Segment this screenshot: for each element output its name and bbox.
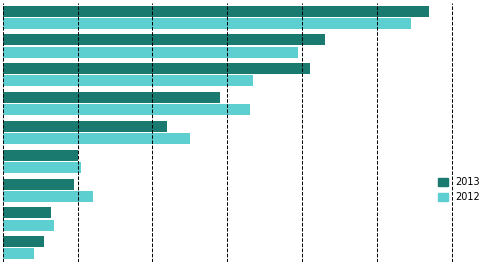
Bar <box>3 150 78 161</box>
Bar <box>3 47 298 58</box>
Bar <box>3 63 309 74</box>
Bar <box>3 18 411 29</box>
Legend: 2013, 2012: 2013, 2012 <box>434 173 484 206</box>
Bar <box>3 133 190 144</box>
Bar <box>3 34 325 45</box>
Bar <box>3 76 253 86</box>
Bar <box>3 220 54 231</box>
Bar <box>3 104 250 115</box>
Bar <box>3 248 34 259</box>
Bar <box>3 92 220 103</box>
Bar <box>3 179 74 189</box>
Bar <box>3 162 81 173</box>
Bar <box>3 207 52 218</box>
Bar <box>3 6 430 17</box>
Bar <box>3 191 92 202</box>
Bar <box>3 236 44 247</box>
Bar <box>3 121 167 132</box>
